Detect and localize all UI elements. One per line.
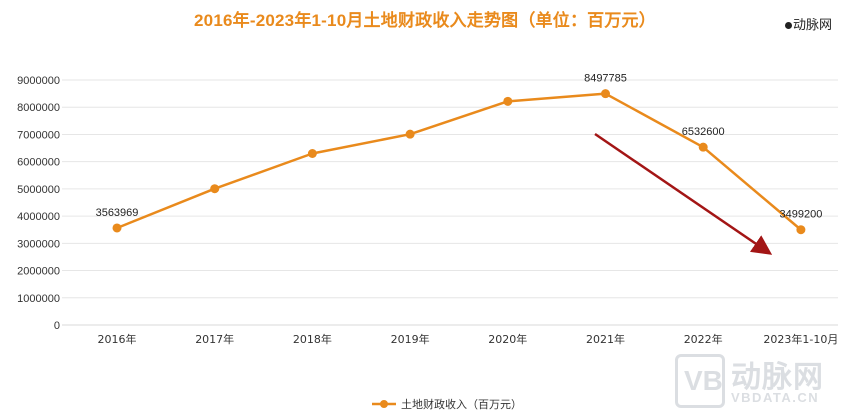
x-tick-label: 2022年 [684, 332, 723, 346]
x-axis-ticks: 2016年 2017年 2018年 2019年 2020年 2021年 2022年 2023年… [98, 332, 839, 346]
data-point [796, 225, 806, 235]
brand-logo: 动脉网 [784, 14, 832, 33]
y-tick-label: 8000000 [17, 102, 60, 114]
y-tick-label: 2000000 [17, 266, 60, 278]
logo-dot-icon [784, 22, 792, 29]
series-points [112, 89, 806, 235]
y-tick-label: 5000000 [17, 184, 60, 196]
x-tick-label: 2023年1-10月 [763, 332, 838, 346]
x-tick-label: 2021年 [586, 332, 625, 346]
y-tick-label: 6000000 [17, 157, 60, 169]
data-point [307, 149, 317, 158]
legend: 土地财政收入（百万元） [372, 397, 522, 411]
data-label: 3563969 [96, 207, 139, 219]
data-label: 3499200 [779, 209, 822, 221]
data-point [210, 184, 220, 194]
y-axis-ticks: 0 1000000 2000000 3000000 4000000 5000000 6000… [17, 75, 60, 332]
grid-lines [62, 79, 838, 326]
series-line [116, 92, 802, 231]
legend-marker [380, 400, 388, 408]
data-point [405, 129, 415, 139]
data-label: 8497785 [584, 73, 627, 85]
y-tick-label: 9000000 [17, 75, 60, 87]
y-tick-label: 0 [54, 320, 60, 332]
x-tick-label: 2017年 [195, 332, 234, 346]
data-labels: 3563969 8497785 6532600 3499200 [96, 73, 823, 221]
data-point [698, 142, 708, 152]
x-tick-label: 2018年 [293, 332, 332, 346]
y-tick-label: 3000000 [17, 238, 60, 250]
chart-title: 2016年-2023年1-10月土地财政收入走势图（单位：百万元） [194, 11, 656, 30]
y-tick-label: 4000000 [17, 211, 60, 223]
watermark-en: VBDATA.CN [731, 390, 820, 405]
trend-arrow-annotation [594, 132, 773, 255]
data-point [503, 96, 513, 106]
data-point [601, 89, 610, 99]
legend-label: 土地财政收入（百万元） [401, 397, 522, 411]
y-tick-label: 7000000 [17, 129, 60, 141]
data-point [112, 223, 122, 233]
watermark-mark: VB [675, 354, 725, 408]
data-label: 6532600 [682, 126, 725, 138]
watermark-cn: 动脉网 [731, 360, 824, 395]
series-polyline [116, 92, 802, 231]
y-tick-label: 1000000 [17, 293, 60, 305]
trend-arrow [594, 132, 773, 255]
watermark: VB 动脉网 VBDATA.CN [675, 352, 840, 414]
x-tick-label: 2019年 [391, 332, 430, 346]
x-tick-label: 2016年 [98, 332, 137, 346]
brand-logo-text: 动脉网 [792, 18, 832, 33]
x-tick-label: 2020年 [488, 332, 527, 346]
